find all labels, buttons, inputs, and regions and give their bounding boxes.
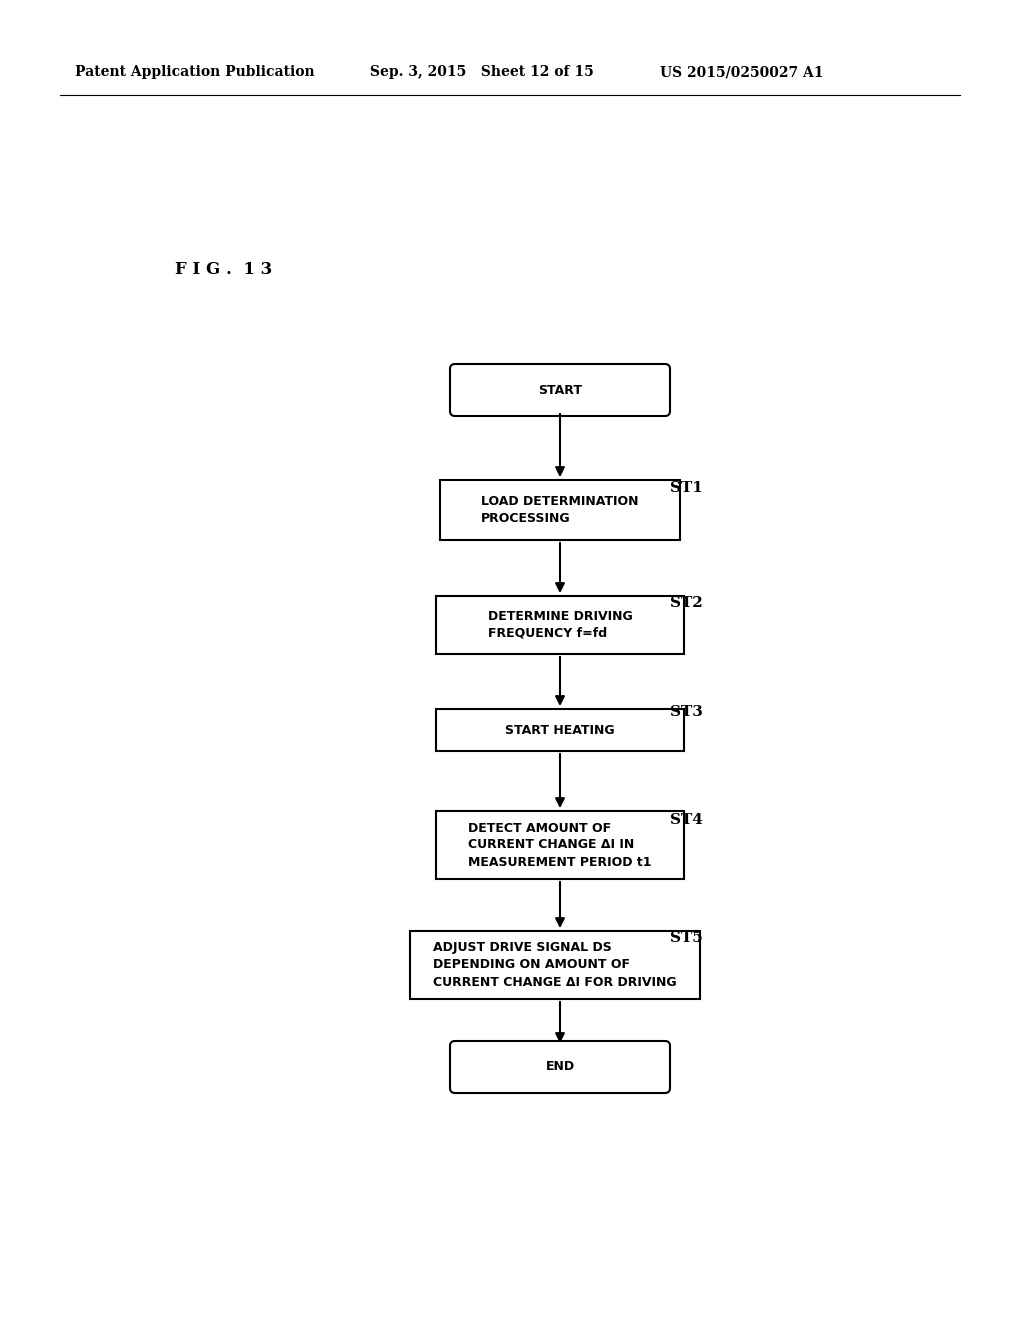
Text: ST4: ST4 [670,813,702,828]
Text: END: END [546,1060,574,1073]
Text: ST5: ST5 [670,931,702,945]
Text: ST1: ST1 [670,480,702,495]
Text: F I G .  1 3: F I G . 1 3 [175,261,272,279]
FancyBboxPatch shape [450,364,670,416]
Text: LOAD DETERMINATION
PROCESSING: LOAD DETERMINATION PROCESSING [481,495,639,525]
Text: START HEATING: START HEATING [505,723,614,737]
Bar [436,709,684,751]
Text: DETECT AMOUNT OF
CURRENT CHANGE ΔI IN
MEASUREMENT PERIOD t1: DETECT AMOUNT OF CURRENT CHANGE ΔI IN ME… [468,821,651,869]
Bar [436,810,684,879]
Bar [410,931,700,999]
Text: DETERMINE DRIVING
FREQUENCY f=fd: DETERMINE DRIVING FREQUENCY f=fd [487,610,633,640]
Text: ST3: ST3 [670,705,702,719]
Text: ST2: ST2 [670,597,702,610]
Text: Sep. 3, 2015   Sheet 12 of 15: Sep. 3, 2015 Sheet 12 of 15 [370,65,594,79]
Text: Patent Application Publication: Patent Application Publication [75,65,314,79]
Text: ADJUST DRIVE SIGNAL DS
DEPENDING ON AMOUNT OF
CURRENT CHANGE ΔI FOR DRIVING: ADJUST DRIVE SIGNAL DS DEPENDING ON AMOU… [433,941,677,989]
Bar [436,597,684,653]
Text: US 2015/0250027 A1: US 2015/0250027 A1 [660,65,823,79]
FancyBboxPatch shape [450,1041,670,1093]
Bar [440,480,680,540]
Text: START: START [538,384,582,396]
